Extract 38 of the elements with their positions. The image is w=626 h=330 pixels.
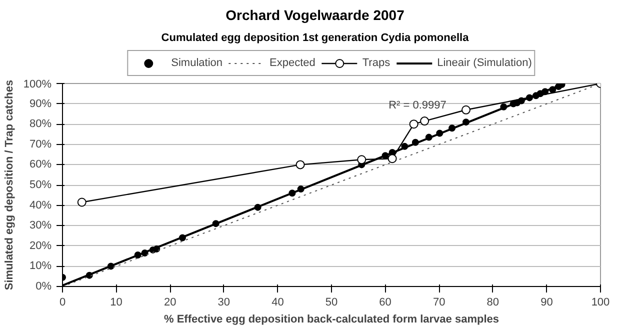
y-tick-label: 20%: [29, 240, 52, 252]
legend-label: Expected: [270, 57, 316, 69]
x-tick-label: 70: [432, 296, 446, 308]
x-tick-label: 50: [325, 296, 338, 308]
x-tick-label: 60: [379, 296, 392, 308]
point: [409, 120, 418, 129]
x-tick-label: 30: [218, 296, 230, 308]
point: [462, 105, 470, 114]
x-tick-label: 20: [164, 296, 176, 308]
point: [420, 116, 430, 126]
x-tick-label: 0: [59, 296, 66, 308]
y-tick-label: 10%: [29, 260, 52, 272]
chart-subtitle: Cumulated egg deposition 1st generation Cydia pomonella: [161, 31, 469, 46]
legend-label: Lineair (Simulation): [437, 57, 532, 69]
y-tick-label: 60%: [29, 158, 52, 171]
annotation: R² = 0.9997: [388, 100, 446, 112]
chart-title: Orchard Vogelwaarde 2007: [226, 6, 404, 25]
x-tick-label: 100: [591, 296, 610, 308]
point: [357, 155, 366, 164]
y-tick-label: 100%: [23, 78, 52, 90]
y-tick-label: 50%: [29, 179, 52, 191]
y-tick-label: 0%: [36, 280, 52, 292]
y-tick-label: 90%: [29, 98, 52, 110]
x-axis-title: % Effective egg deposition back-calculated form larvae samples: [164, 314, 500, 326]
y-tick-label: 40%: [29, 199, 52, 212]
y-tick-label: 70%: [29, 138, 52, 150]
point: [296, 160, 305, 170]
legend-label: Simulation: [171, 57, 222, 69]
y-tick-label: 30%: [29, 220, 52, 232]
point: [388, 154, 397, 164]
x-tick-label: 10: [110, 296, 122, 308]
y-tick-label: 80%: [29, 118, 52, 130]
y-axis-title: Simulated egg deposition / Trap catches: [3, 80, 16, 290]
x-tick-label: 90: [540, 296, 553, 308]
point: [77, 198, 86, 207]
legend-label: Traps: [362, 57, 390, 69]
x-tick-label: 40: [272, 296, 284, 308]
x-tick-label: 80: [486, 296, 500, 308]
